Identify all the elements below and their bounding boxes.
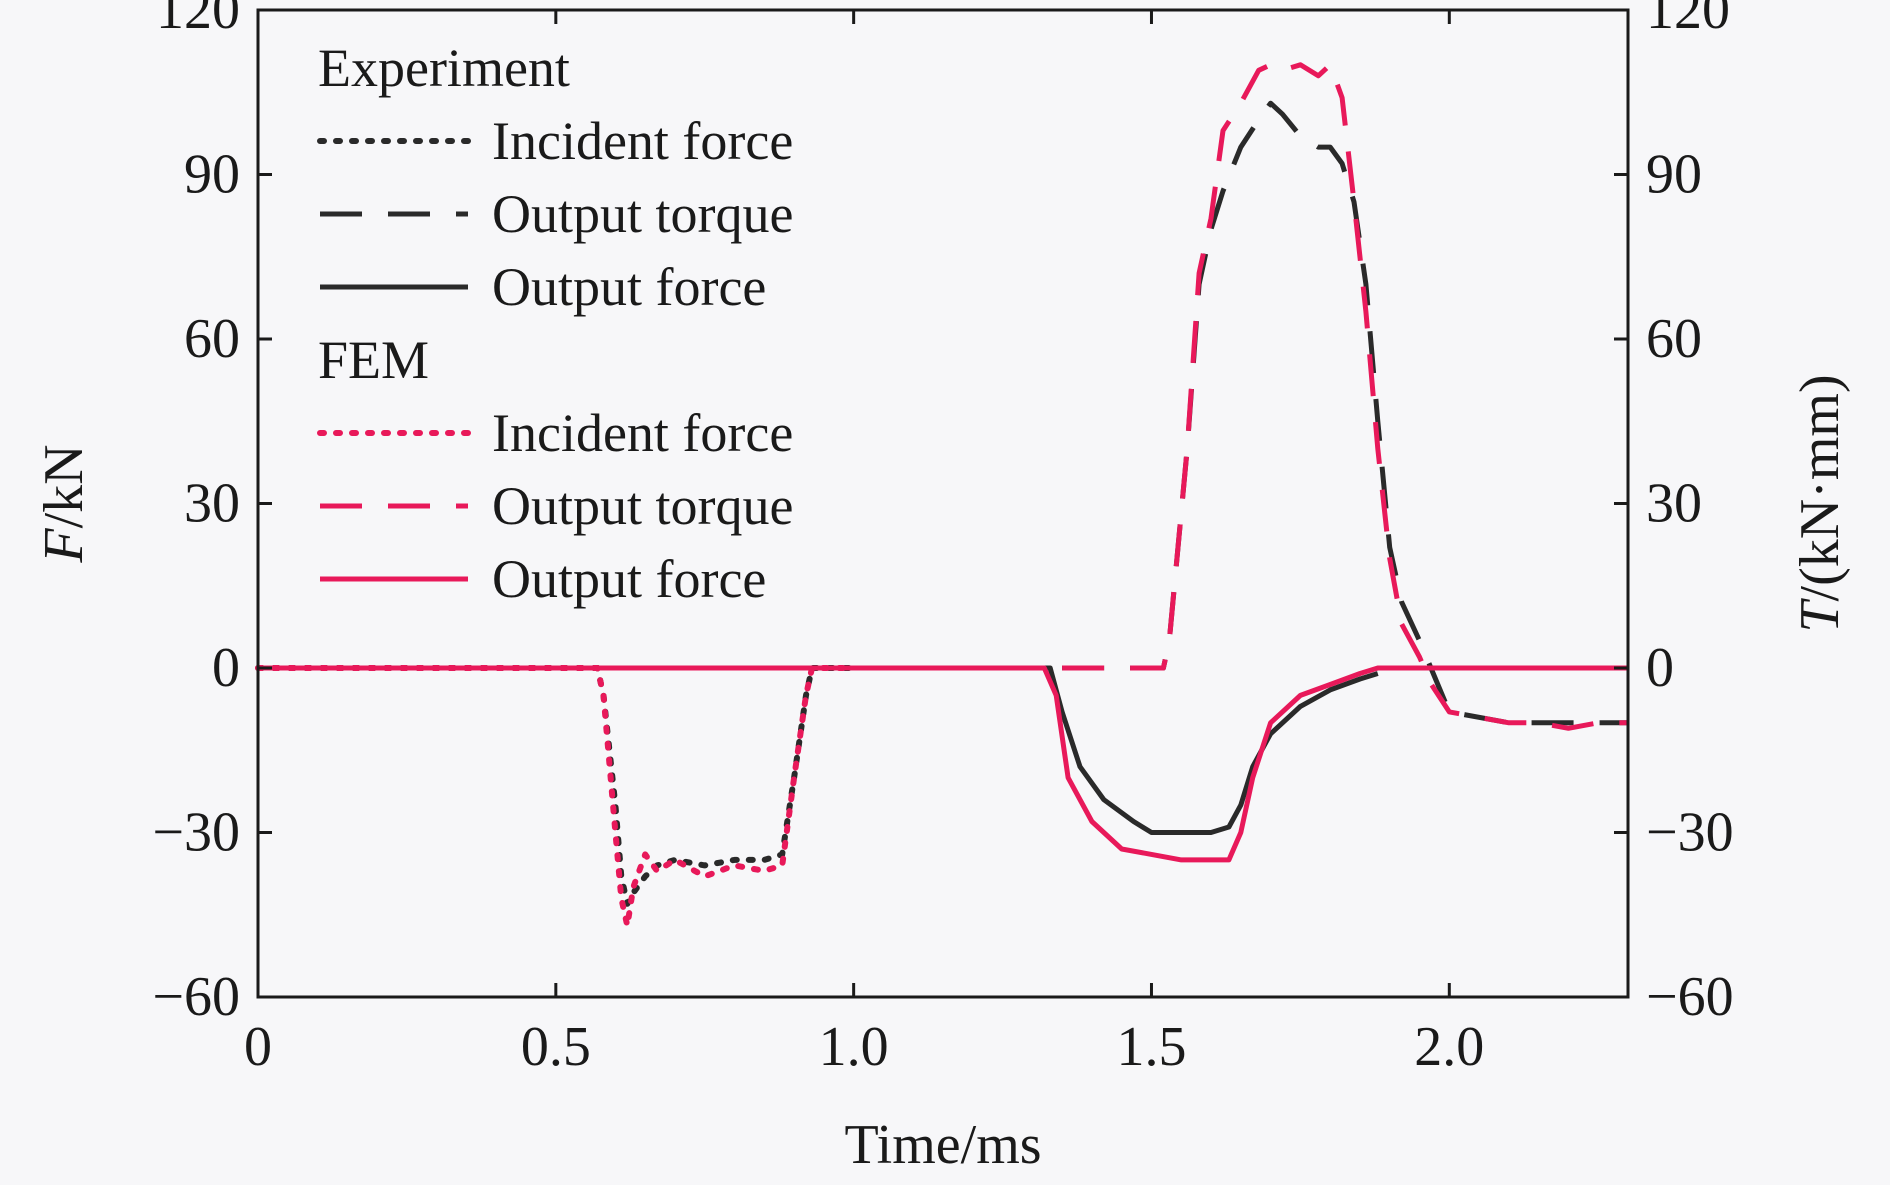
y2-axis-title: T/(kN·mm) [1789, 374, 1851, 632]
legend-group-title: Experiment [318, 38, 570, 98]
x-tick-label: 0.5 [521, 1016, 591, 1078]
x-tick-label: 1.0 [819, 1016, 889, 1078]
y-tick-label: −30 [152, 802, 240, 864]
y-tick-label: −60 [152, 966, 240, 1028]
legend-entry-label: Output force [492, 549, 766, 609]
y-axis-title-symbol: F [33, 528, 95, 564]
y-axis-title: F/kN [33, 444, 95, 563]
legend-group-title: FEM [318, 330, 429, 390]
y2-tick-label: 120 [1646, 0, 1730, 41]
x-tick-label: 0 [244, 1016, 272, 1078]
y2-tick-label: 30 [1646, 473, 1702, 535]
y-axis-title-unit: /kN [33, 444, 95, 528]
y-tick-label: 120 [156, 0, 240, 41]
y-tick-label: 90 [184, 144, 240, 206]
series-line-fem-incident-force [255, 665, 857, 929]
y2-tick-label: 60 [1646, 308, 1702, 370]
series-line-fem-output-force [258, 665, 1628, 863]
legend-entry-label: Incident force [492, 403, 793, 463]
axes-layer: 0 0.5 1.0 1.5 2.0 120 120 90 90 60 60 30 30 0 0 −30 −30 −… [152, 0, 1733, 1078]
y2-axis-title-symbol: T [1789, 598, 1851, 633]
legend-entry-label: Incident force [492, 111, 793, 171]
legend-entry-label: Output force [492, 257, 766, 317]
y-tick-label: 30 [184, 473, 240, 535]
legend-entry-label: Output torque [492, 184, 793, 244]
legend-entry-label: Output torque [492, 476, 793, 536]
y-tick-label: 60 [184, 308, 240, 370]
legend: Experiment Incident force Output torque Out… [317, 38, 793, 609]
series-line-experiment-output-force [258, 665, 1379, 835]
y2-tick-label: −30 [1646, 802, 1734, 864]
series-layer [255, 62, 1628, 929]
x-tick-label: 1.5 [1116, 1016, 1186, 1078]
y2-axis-title-unit: /(kN·mm) [1789, 374, 1851, 601]
y-tick-label: 0 [212, 637, 240, 699]
y2-tick-label: 90 [1646, 144, 1702, 206]
x-tick-label: 2.0 [1414, 1016, 1484, 1078]
y2-tick-label: −60 [1646, 966, 1734, 1028]
x-axis-title: Time/ms [844, 1114, 1041, 1176]
y2-tick-label: 0 [1646, 637, 1674, 699]
series-line-fem-output-torque [1062, 62, 1628, 731]
